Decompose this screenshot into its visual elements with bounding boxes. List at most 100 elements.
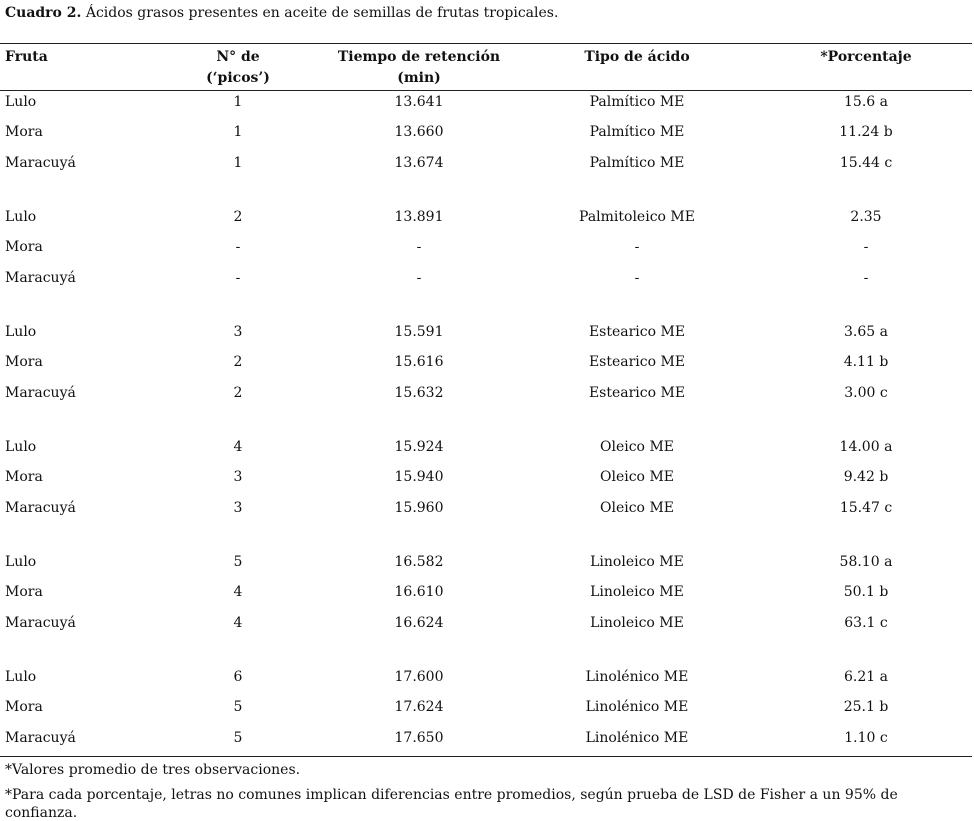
cell: 11.24 b [839, 124, 893, 141]
cell: Mora [5, 124, 43, 141]
cell: 1.10 c [844, 729, 888, 746]
cell: Lulo [5, 669, 37, 685]
cell: 5 [233, 729, 243, 746]
cell: - [416, 239, 422, 256]
cell: 2 [233, 384, 243, 401]
cell: 15.6 a [844, 94, 888, 110]
cell: Mora [5, 699, 43, 716]
cell: 6 [233, 669, 243, 685]
cell: - [863, 239, 869, 256]
cell: Oleico ME [600, 499, 674, 516]
cell: - [863, 269, 869, 286]
cell: Linoleico ME [590, 614, 684, 631]
header-cell: *Porcentaje [820, 49, 912, 65]
cell: 63.1 c [844, 614, 888, 631]
cell: Estearico ME [588, 354, 686, 371]
cell: Linoleico ME [590, 584, 684, 601]
header-cell: Tiempo de retención [337, 49, 501, 65]
cell: 15.616 [394, 354, 444, 371]
cell: Lulo [5, 94, 37, 110]
cell: Mora [5, 584, 43, 601]
cell: 4 [233, 614, 243, 631]
cell: 58.10 a [839, 554, 893, 570]
cell: 17.600 [394, 669, 444, 685]
cell: Oleico ME [600, 469, 674, 486]
cell: 15.591 [394, 324, 444, 340]
cell: 2 [233, 354, 243, 371]
cell: 1 [233, 94, 243, 110]
cell: 15.47 c [839, 499, 893, 516]
cell: 1 [233, 154, 243, 171]
cell: Lulo [5, 439, 37, 455]
cell: 6.21 a [844, 669, 888, 685]
header-cell: Tipo de ácido [584, 49, 690, 65]
cell: Palmítico ME [589, 124, 685, 141]
cell: 13.674 [394, 154, 444, 171]
cell: 14.00 a [839, 439, 893, 455]
cell: 2 [233, 209, 243, 225]
cell: Maracuyá [5, 384, 76, 401]
cell: 4 [233, 584, 243, 601]
cell: 16.624 [394, 614, 444, 631]
cell: - [634, 269, 640, 286]
footnote: *Para cada porcentaje, letras no comunes… [5, 787, 898, 821]
cell: Lulo [5, 554, 37, 570]
cell: 50.1 b [843, 584, 889, 601]
footnote: *Valores promedio de tres observaciones. [5, 762, 301, 778]
cell: Palmítico ME [589, 154, 685, 171]
top-rule [0, 43, 972, 44]
cell: Estearico ME [588, 324, 686, 340]
cell: 16.582 [394, 554, 444, 570]
cell: Palmítico ME [589, 94, 685, 110]
bottom-rule [0, 756, 972, 757]
cell: 9.42 b [843, 469, 889, 486]
cell: 3 [233, 469, 243, 486]
header-cell: N° de [216, 49, 260, 65]
header-rule [0, 90, 972, 91]
cell: 3.65 a [844, 324, 888, 340]
cell: 1 [233, 124, 243, 141]
caption-label: Cuadro 2. [5, 5, 82, 21]
cell: Palmitoleico ME [579, 209, 695, 225]
cell: Maracuyá [5, 614, 76, 631]
caption: Cuadro 2. Ácidos grasos presentes en ace… [5, 4, 558, 22]
cell: - [416, 269, 422, 286]
cell: Maracuyá [5, 269, 76, 286]
cell: Maracuyá [5, 154, 76, 171]
caption-text: Ácidos grasos presentes en aceite de sem… [85, 5, 559, 21]
header-cell: (min) [397, 70, 441, 86]
cell: Lulo [5, 209, 37, 225]
cell: Lulo [5, 324, 37, 340]
header-cell: (‘picos’) [206, 70, 270, 86]
cell: Mora [5, 354, 43, 371]
cell: 13.660 [394, 124, 444, 141]
cell: - [634, 239, 640, 256]
cell: 17.624 [394, 699, 444, 716]
cell: 15.632 [394, 384, 444, 401]
cell: 15.940 [394, 469, 444, 486]
cell: 3.00 c [844, 384, 888, 401]
cell: Linolénico ME [585, 699, 689, 716]
cell: 16.610 [394, 584, 444, 601]
cell: - [235, 239, 241, 256]
cell: 2.35 [850, 209, 882, 225]
cell: Linoleico ME [590, 554, 684, 570]
cell: 13.891 [394, 209, 444, 225]
cell: 15.44 c [839, 154, 893, 171]
cell: 3 [233, 499, 243, 516]
cell: Estearico ME [588, 384, 686, 401]
cell: 15.960 [394, 499, 444, 516]
cell: 5 [233, 554, 243, 570]
cell: 4 [233, 439, 243, 455]
cell: 25.1 b [843, 699, 889, 716]
header-cell: Fruta [5, 49, 48, 65]
cell: Linolénico ME [585, 729, 689, 746]
cell: Oleico ME [600, 439, 674, 455]
cell: 4.11 b [843, 354, 889, 371]
cell: 17.650 [394, 729, 444, 746]
cell: 3 [233, 324, 243, 340]
cell: Maracuyá [5, 729, 76, 746]
cell: Maracuyá [5, 499, 76, 516]
cell: - [235, 269, 241, 286]
